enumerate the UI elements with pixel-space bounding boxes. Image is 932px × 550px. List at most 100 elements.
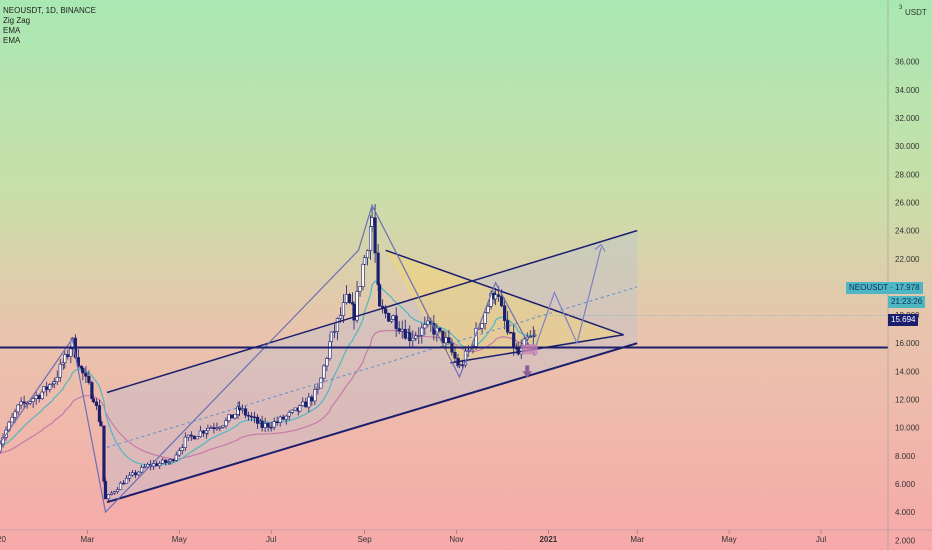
zigzag-line [0, 203, 536, 514]
channel-upper-line[interactable] [106, 229, 638, 394]
candle-body [198, 430, 202, 438]
candle-body [256, 416, 260, 424]
candle-body [94, 401, 99, 406]
candle-body [212, 427, 216, 429]
price-tick-label: 28.000 [895, 170, 920, 179]
candle-body [218, 426, 222, 429]
candle-body [361, 264, 365, 287]
candle-body [48, 384, 52, 390]
price-tick-label: 32.000 [895, 114, 920, 123]
candle-body [525, 336, 529, 340]
candle-body [45, 386, 49, 390]
horizontal-line-price-badge: 15.694 [888, 314, 919, 326]
candle-body [243, 408, 248, 416]
candle-body [137, 471, 141, 476]
triangle-top-line[interactable] [385, 249, 624, 336]
projection-path[interactable] [534, 247, 602, 349]
countdown-badge: 21:23:26 [888, 296, 926, 308]
candle-body [509, 331, 513, 334]
candle-body [362, 257, 367, 265]
time-tick-label: 2020 [0, 535, 6, 544]
price-axis-unit: USDT [905, 8, 927, 17]
candle-body [414, 335, 418, 339]
candle-body [246, 414, 251, 417]
candle-body [22, 401, 26, 404]
candle-body [483, 312, 487, 324]
price-tick-label: 4.000 [895, 508, 916, 517]
candle-body [325, 358, 329, 367]
candle-body [310, 396, 314, 402]
candle-body [237, 406, 242, 411]
candle-body [63, 354, 67, 364]
candle-body [365, 250, 370, 258]
candle-body [263, 423, 267, 428]
candle-body [494, 294, 498, 300]
price-tick-label: 22.000 [895, 255, 920, 264]
candle-body [13, 411, 17, 418]
candle-body [480, 323, 484, 329]
candle-body [316, 387, 320, 390]
candle-body [177, 450, 181, 456]
candle-body [127, 474, 132, 479]
candle-body [109, 492, 114, 495]
price-tick-label: 36.000 [895, 58, 920, 67]
down-arrow-icon [522, 365, 533, 378]
legend-symbol[interactable]: NEOUSDT, 1D, BINANCE [3, 6, 96, 15]
price-tick-label: 14.000 [895, 367, 920, 376]
candle-body [69, 348, 73, 357]
candle-body [215, 427, 219, 430]
candle-body [42, 386, 46, 393]
legend-ema-2[interactable]: EMA [3, 36, 21, 45]
candle-body [506, 320, 510, 333]
candle-body [313, 389, 317, 402]
candle-body [378, 284, 382, 307]
channel-lower-line[interactable] [106, 342, 638, 504]
time-tick-label: Sep [357, 535, 372, 544]
candle-body [168, 459, 172, 462]
time-tick-label: Jul [816, 535, 826, 544]
support-zone-box[interactable] [521, 344, 538, 355]
candle-body [230, 414, 234, 419]
candle-body [252, 416, 257, 419]
candle-body [329, 331, 334, 343]
candle-body [99, 421, 103, 427]
candle-body [143, 466, 147, 469]
candle-body [301, 401, 305, 406]
candle-body [290, 409, 294, 413]
candle-body [102, 425, 106, 482]
candle-body [240, 408, 245, 411]
candle-body [19, 401, 23, 406]
time-tick-label: Nov [449, 535, 463, 544]
candle-body [233, 414, 237, 419]
legend-zigzag[interactable]: Zig Zag [3, 16, 31, 25]
candle-body [387, 312, 391, 322]
candle-body [97, 405, 102, 422]
candle-body [500, 296, 504, 307]
candle-body [328, 341, 332, 359]
candle-body [55, 376, 59, 382]
price-tick-label: 6.000 [895, 480, 916, 489]
candle-body [397, 328, 401, 332]
candle-body [266, 423, 270, 428]
candle-body [52, 381, 56, 385]
candle-body [115, 489, 120, 492]
candle-body [287, 412, 291, 417]
projection-arrowhead [594, 243, 606, 252]
candle-body [528, 336, 532, 338]
price-tick-label: 2.000 [895, 536, 916, 545]
candle-body [417, 335, 421, 337]
ema-fast-line [0, 280, 535, 466]
legend-ema-1[interactable]: EMA [3, 26, 21, 35]
candle-body [37, 395, 41, 399]
time-tick-label: Mar [630, 535, 644, 544]
candle-body [384, 308, 388, 314]
candle-body [0, 443, 2, 452]
candle-body [206, 428, 210, 431]
candle-body [130, 472, 135, 476]
candle-body [370, 217, 374, 227]
candle-body [40, 391, 44, 399]
candle-body [118, 482, 123, 490]
candle-body [408, 332, 412, 342]
